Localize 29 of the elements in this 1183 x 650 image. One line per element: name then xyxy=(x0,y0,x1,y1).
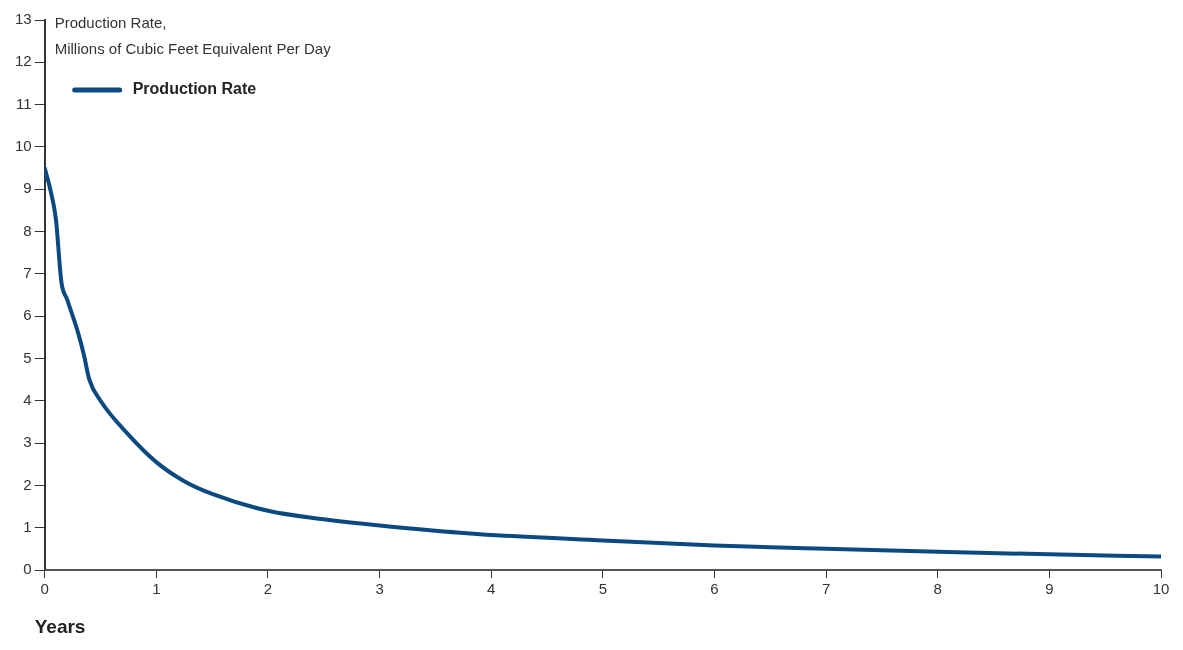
y-tick-label: 6 xyxy=(23,306,32,324)
y-tick-label: 11 xyxy=(16,94,32,112)
x-tick-label: 2 xyxy=(263,580,273,598)
x-tick-label: 5 xyxy=(598,580,608,598)
y-tick-label: 13 xyxy=(15,10,32,28)
y-tick-label: 10 xyxy=(15,137,32,155)
y-tick-label: 9 xyxy=(23,179,32,197)
y-tick-label: 1 xyxy=(23,517,32,535)
x-tick-label: 6 xyxy=(710,580,719,598)
y-tick-label: 12 xyxy=(15,52,32,70)
x-tick-label: 10 xyxy=(1152,580,1170,598)
y-tick-label: 2 xyxy=(23,475,32,493)
x-tick-label: 7 xyxy=(821,580,831,598)
y-tick-label: 7 xyxy=(23,263,32,281)
x-axis-title: Years xyxy=(34,616,86,638)
x-tick-label: 1 xyxy=(152,580,161,598)
y-axis-title: Production Rate, Millions of Cubic Feet Equivalent Per Day xyxy=(54,14,332,58)
x-tick-label: 9 xyxy=(1045,580,1054,598)
y-tick-label: 8 xyxy=(23,221,32,239)
y-tick-label: 4 xyxy=(23,390,32,408)
y-tick-label: 3 xyxy=(23,433,32,451)
x-tick-label: 8 xyxy=(933,580,942,598)
y-tick-label: 0 xyxy=(23,560,32,578)
legend-label: Production Rate xyxy=(132,80,257,98)
line-series xyxy=(44,166,1161,559)
x-tick-label: 4 xyxy=(487,580,496,598)
y-tick-label: 5 xyxy=(23,348,32,366)
x-tick-label: 3 xyxy=(375,580,384,598)
x-tick-label: 0 xyxy=(40,580,49,598)
